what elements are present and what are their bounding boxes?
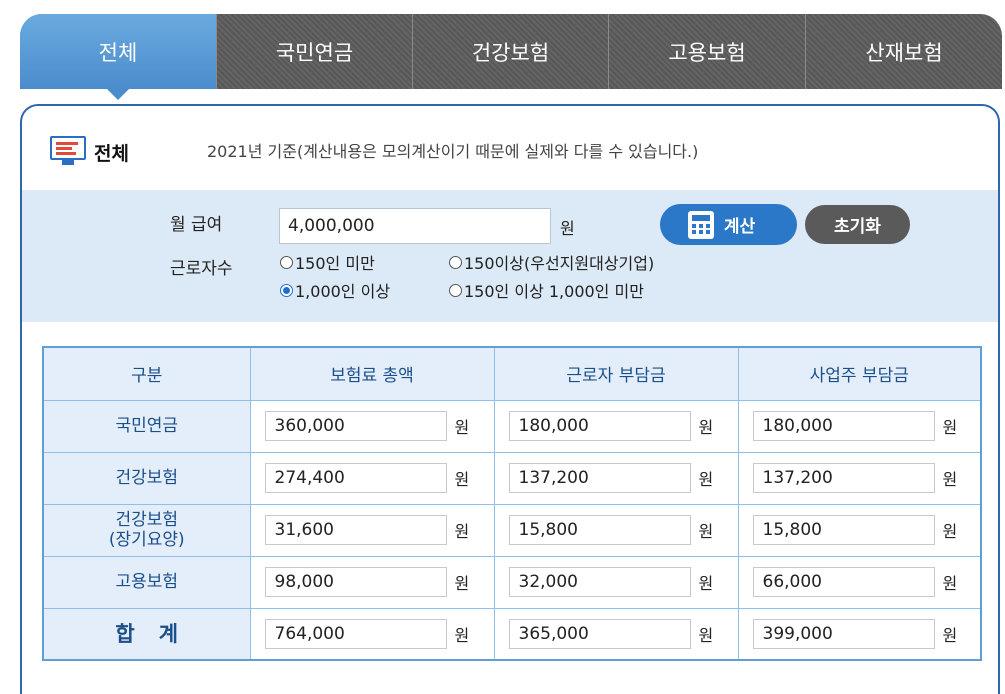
unit-label: 원 <box>454 574 470 593</box>
employer-value[interactable] <box>752 463 935 493</box>
unit-label: 원 <box>698 625 714 645</box>
unit-label: 원 <box>942 574 958 593</box>
worker-value[interactable] <box>508 411 691 441</box>
row-header: 국민연금 <box>42 399 251 453</box>
col-header-employer: 사업주 부담금 <box>737 346 982 401</box>
radio-150-to-1000[interactable]: 150인 이상 1,000인 미만 <box>449 278 644 302</box>
unit-label: 원 <box>454 522 470 541</box>
monitor-icon <box>50 136 88 168</box>
worker-value[interactable] <box>508 567 691 597</box>
tab-label: 산재보험 <box>865 40 943 65</box>
premium-table: 구분 보험료 총액 근로자 부담금 사업주 부담금 국민연금 원 원 원 건강보… <box>42 346 982 661</box>
total-value[interactable] <box>264 463 447 493</box>
tab-employment-insurance[interactable]: 고용보험 <box>609 14 806 89</box>
unit-label: 원 <box>454 470 470 489</box>
table-row-sum: 합계 원 원 원 <box>42 607 982 661</box>
row-header: 건강보험 (장기요양) <box>42 503 251 557</box>
section-header: 전체 <box>50 136 129 168</box>
radio-150-priority[interactable]: 150이상(우선지원대상기업) <box>449 250 654 274</box>
radio-label: 150이상(우선지원대상기업) <box>464 254 655 273</box>
reset-button[interactable]: 초기화 <box>805 205 910 244</box>
tab-all[interactable]: 전체 <box>20 14 217 100</box>
worker-value[interactable] <box>508 515 691 545</box>
unit-label: 원 <box>942 522 958 541</box>
table-row: 고용보험 원 원 원 <box>42 555 982 609</box>
employer-value[interactable] <box>752 567 935 597</box>
row-header: 고용보험 <box>42 555 251 609</box>
worker-value[interactable] <box>508 463 691 493</box>
calculator-icon <box>687 210 714 239</box>
radio-selected-icon <box>280 283 293 297</box>
radio-label: 1,000인 이상 <box>295 282 391 301</box>
unit-label: 원 <box>698 574 714 593</box>
unit-label: 원 <box>454 418 470 437</box>
tab-label: 전체 <box>98 40 138 65</box>
col-header-worker: 근로자 부담금 <box>493 346 739 401</box>
radio-circle-icon <box>449 255 462 269</box>
radio-label: 150인 이상 1,000인 미만 <box>464 282 644 301</box>
unit-label: 원 <box>942 470 958 489</box>
salary-input[interactable] <box>279 208 551 244</box>
reset-label: 초기화 <box>834 217 881 237</box>
unit-label: 원 <box>698 470 714 489</box>
employer-value[interactable] <box>752 411 935 441</box>
total-value[interactable] <box>264 567 447 597</box>
sum-worker-value[interactable] <box>508 618 691 649</box>
workers-label: 근로자수 <box>170 259 233 279</box>
sum-row-header: 합계 <box>42 607 251 661</box>
unit-label: 원 <box>698 522 714 541</box>
table-row: 국민연금 원 원 원 <box>42 399 982 453</box>
radio-1000-plus[interactable]: 1,000인 이상 <box>280 278 390 302</box>
section-title: 전체 <box>94 142 129 165</box>
calculate-button[interactable]: 계산 <box>660 204 797 245</box>
total-value[interactable] <box>264 411 447 441</box>
calculate-label: 계산 <box>723 217 756 237</box>
unit-label: 원 <box>454 625 470 645</box>
input-form: 월 급여 원 근로자수 150인 미만 150이상(우선지원대상기업) 1,00… <box>22 190 998 322</box>
table-row: 건강보험(장기요양) 원 원 원 <box>42 503 982 557</box>
salary-unit: 원 <box>560 219 575 238</box>
unit-label: 원 <box>698 418 714 437</box>
col-header-total: 보험료 총액 <box>249 346 495 401</box>
sum-total-value[interactable] <box>264 618 447 649</box>
tab-industrial-accident-insurance[interactable]: 산재보험 <box>806 14 1002 89</box>
tab-label: 국민연금 <box>275 40 354 65</box>
table-row: 건강보험 원 원 원 <box>42 451 982 505</box>
basis-note: 2021년 기준(계산내용은 모의계산이기 때문에 실제와 다를 수 있습니다.… <box>207 142 699 161</box>
unit-label: 원 <box>942 625 958 645</box>
tab-national-pension[interactable]: 국민연금 <box>217 14 413 89</box>
tab-label: 건강보험 <box>471 40 550 65</box>
radio-circle-icon <box>280 255 293 269</box>
content-panel: 전체 2021년 기준(계산내용은 모의계산이기 때문에 실제와 다를 수 있습… <box>20 104 1000 694</box>
employer-value[interactable] <box>752 515 935 545</box>
tab-bar: 전체 국민연금 건강보험 고용보험 산재보험 <box>20 14 1002 100</box>
radio-under-150[interactable]: 150인 미만 <box>280 250 375 274</box>
radio-circle-icon <box>449 283 462 297</box>
row-header: 건강보험 <box>42 451 251 505</box>
radio-label: 150인 미만 <box>295 254 375 273</box>
tab-health-insurance[interactable]: 건강보험 <box>413 14 609 89</box>
tab-label: 고용보험 <box>668 40 746 65</box>
sum-employer-value[interactable] <box>752 618 935 649</box>
col-header-category: 구분 <box>42 346 251 401</box>
salary-label: 월 급여 <box>170 215 223 235</box>
unit-label: 원 <box>942 418 958 437</box>
total-value[interactable] <box>264 515 447 545</box>
